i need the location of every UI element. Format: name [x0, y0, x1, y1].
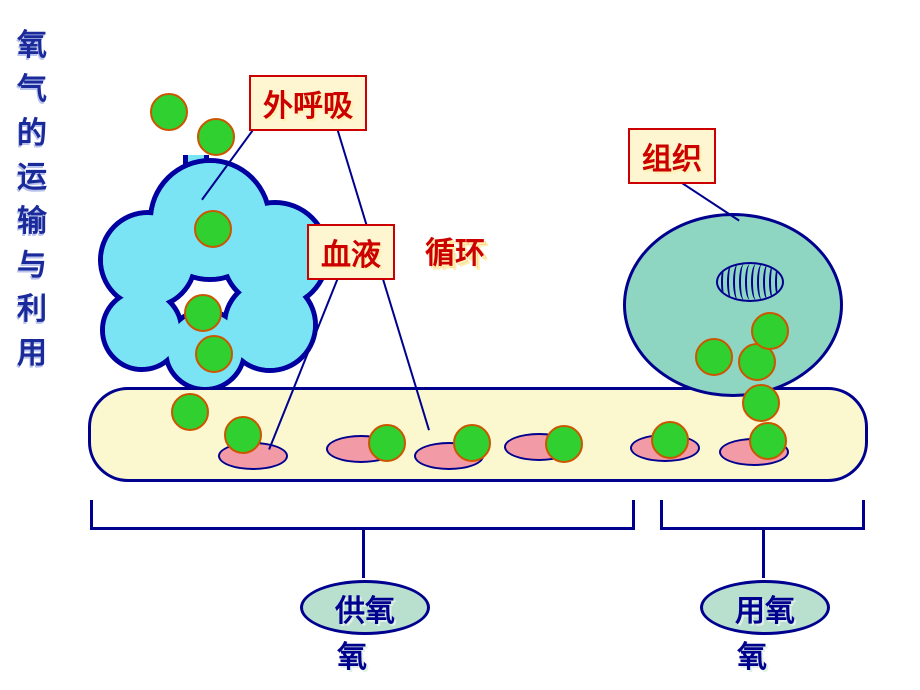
oxygen-molecule	[194, 210, 232, 248]
label-external_resp: 外呼吸	[249, 75, 367, 131]
label-blood: 血液	[307, 224, 395, 280]
bracket-left	[90, 500, 635, 530]
oxygen-molecule	[453, 424, 491, 462]
oxygen-molecule	[651, 421, 689, 459]
oval-label: 用氧	[735, 586, 795, 630]
oxygen-molecule	[224, 416, 262, 454]
oxygen-molecule	[749, 422, 787, 460]
title-char: 气	[14, 68, 50, 112]
tissue-cell	[623, 213, 843, 397]
label-circulation: 循环	[421, 224, 489, 276]
oval-use: 用氧	[700, 580, 830, 635]
title-char: 输	[14, 200, 50, 244]
oxygen-molecule	[195, 335, 233, 373]
title-char: 运	[14, 156, 50, 200]
title-char: 氧	[14, 24, 50, 68]
oxygen-molecule	[184, 294, 222, 332]
oxygen-molecule	[742, 384, 780, 422]
title-char: 的	[14, 112, 50, 156]
oval-label: 供氧	[335, 586, 395, 630]
alveolus-lobe-fill	[105, 293, 179, 367]
title-char: 用	[14, 332, 50, 376]
oval-supply: 供氧	[300, 580, 430, 635]
bracket-drop-left	[362, 530, 365, 578]
oxygen-molecule	[171, 393, 209, 431]
label-tissue: 组织	[628, 128, 716, 184]
title-char: 利	[14, 288, 50, 332]
title-char: 与	[14, 244, 50, 288]
oxygen-molecule	[695, 338, 733, 376]
oxygen-molecule	[545, 425, 583, 463]
vertical-title: 氧气的运输与利用	[14, 24, 50, 376]
diagram-canvas: 氧气的运输与利用 外呼吸血液循环组织 供氧用氧	[0, 0, 920, 690]
cell-nucleus	[716, 262, 784, 302]
bracket-drop-right	[762, 530, 765, 578]
oxygen-molecule	[368, 424, 406, 462]
oxygen-molecule	[751, 312, 789, 350]
oxygen-molecule	[197, 118, 235, 156]
oxygen-molecule	[150, 93, 188, 131]
bracket-right	[660, 500, 865, 530]
